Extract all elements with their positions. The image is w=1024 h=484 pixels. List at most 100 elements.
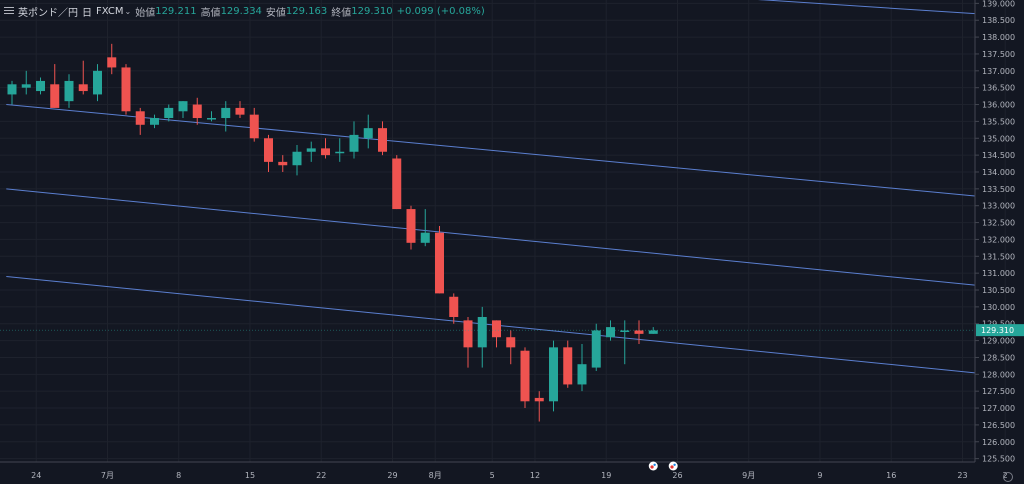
candle [306,141,316,162]
candle-body [506,337,516,348]
event-marker-icon[interactable] [668,461,678,471]
candle [178,101,188,119]
chevron-down-icon[interactable]: ⌄ [124,6,132,16]
x-tick-label: 7月 [101,471,114,480]
x-tick-label: 19 [601,471,611,480]
x-tick-label: 23 [957,471,967,480]
candle-body [606,327,615,338]
y-tick-label: 134.500 [982,151,1015,160]
y-tick-label: 128.000 [982,370,1015,379]
event-markers [648,461,678,471]
candle-body [634,330,644,334]
y-tick-label: 139.000 [982,0,1015,8]
candle-body [335,151,345,154]
candle [7,80,17,105]
y-tick-label: 137.500 [982,50,1015,59]
event-marker-icon[interactable] [648,461,658,471]
candle [235,101,245,119]
candle [620,320,630,365]
change-value: +0.099 (+0.08%) [396,5,485,17]
candle [50,64,60,108]
data-source[interactable]: FXCM [96,5,124,17]
event-dot-inner [670,465,674,469]
candle [463,316,473,368]
candle [591,323,601,371]
candle-body [420,232,430,243]
candle [249,107,259,142]
candle [492,320,501,348]
y-tick-label: 132.000 [982,235,1015,244]
x-tick-label: 16 [886,471,896,480]
candle-body [591,330,601,368]
candle [449,293,459,324]
candle [363,114,373,149]
y-tick-label: 130.000 [982,303,1015,312]
low-label: 安値 [265,7,286,19]
candle-body [7,84,17,95]
x-tick-label: 12 [530,471,540,480]
candle-body [78,84,88,92]
y-tick-label: 138.000 [982,33,1015,42]
menu-icon[interactable] [4,7,14,15]
event-dot-inner [650,465,654,469]
candle-body [107,57,117,68]
y-tick-label: 134.000 [982,168,1015,177]
candle [406,205,416,250]
x-tick-label: 8 [176,471,181,480]
high-label: 高値 [200,7,221,19]
candle [292,145,302,176]
candle-body [648,330,658,334]
candle [264,134,273,172]
candle [520,347,530,409]
x-tick-label: 5 [490,471,495,480]
candle-body [21,84,31,88]
y-tick-label: 132.500 [982,219,1015,228]
y-tick-label: 126.000 [982,438,1015,447]
candle [606,320,615,341]
candle [64,74,74,108]
y-tick-label: 129.000 [982,337,1015,346]
candle-body [36,80,45,92]
candle-body [264,138,273,162]
candle-body [477,316,487,348]
x-tick-label: 9月 [742,471,755,480]
y-tick-label: 127.000 [982,404,1015,413]
candle-body [534,397,544,402]
candle [278,155,288,172]
event-dot-inner [673,463,676,466]
trend-line [6,188,975,286]
candle [577,343,587,392]
candle [135,107,145,135]
candle [506,330,516,365]
settings-icon[interactable] [1003,472,1013,482]
candle-body [292,151,302,166]
open-value: 129.211 [155,5,197,17]
open-label: 始値 [135,7,156,19]
low-value: 129.163 [285,5,328,17]
candle-body [520,350,530,402]
candle [648,327,658,334]
candle [93,64,102,102]
candle-body [435,232,444,294]
interval[interactable]: 日 [82,7,92,19]
price-axis: 125.500 126.000 126.500 127.000 127.500 128.0… [0,0,1024,464]
y-tick-label: 125.500 [982,455,1015,464]
candles [7,43,658,422]
candle [435,225,444,294]
candle-body [392,158,402,210]
candle [150,114,159,129]
y-tick-label: 127.500 [982,387,1015,396]
x-tick-label: 29 [387,471,397,480]
candle-body [64,80,74,102]
y-tick-label: 128.500 [982,353,1015,362]
candle-body [135,111,145,125]
symbol-name[interactable]: 英ポンド／円 [18,7,78,19]
candle [634,320,644,344]
candle [207,111,216,122]
candle [349,121,359,159]
high-value: 129.334 [220,5,262,17]
candle [21,70,31,95]
x-tick-label: 22 [316,471,326,480]
